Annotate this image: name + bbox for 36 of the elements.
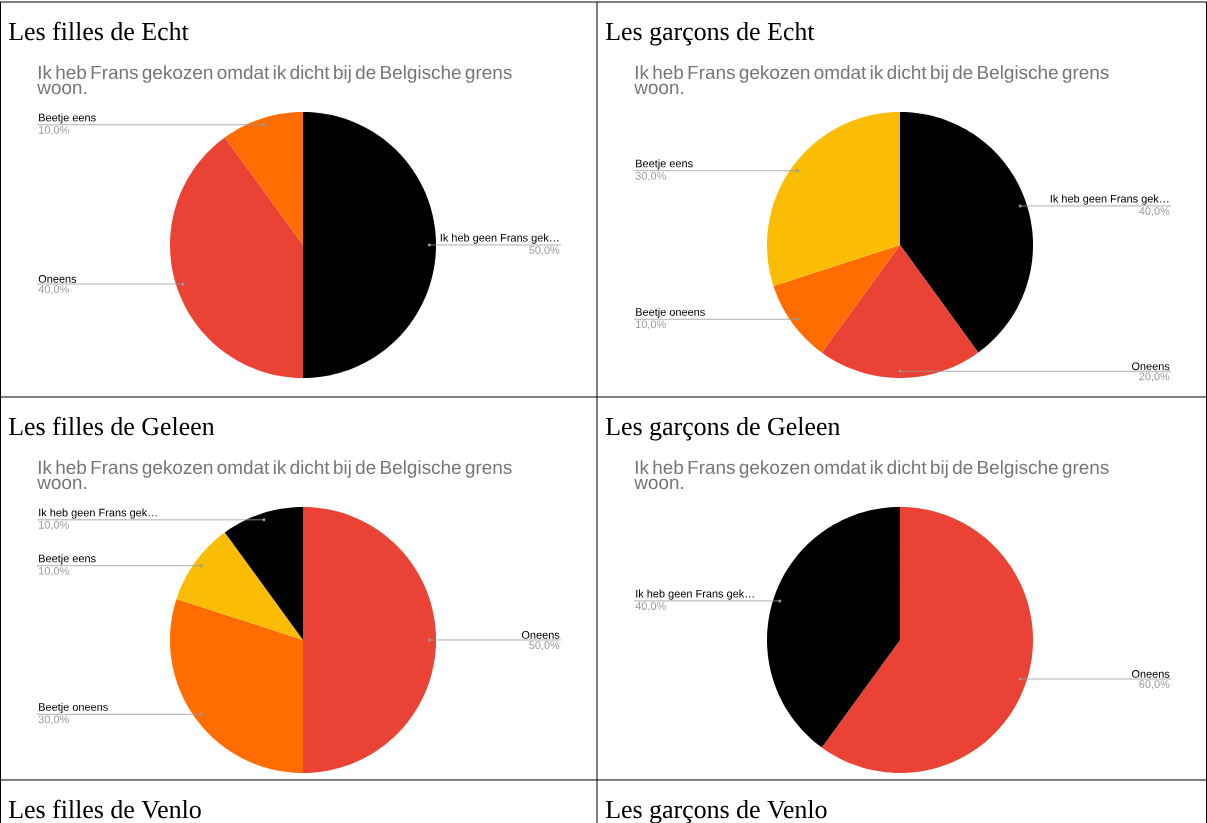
slice-label: Oneens	[1131, 670, 1170, 678]
slice-label: Oneens	[38, 275, 77, 283]
data-label: 50,0%	[529, 641, 560, 651]
chart-subtitle: Ik heb Frans gekozen omdat ik dicht bij de Belgische grens woon.	[37, 65, 512, 95]
slice-label: Beetje oneens	[39, 702, 108, 714]
data-label: 30,0%	[38, 715, 69, 725]
data-label: 30,0%	[635, 171, 666, 181]
slice-label: Beetje eens	[39, 554, 96, 565]
data-label: 40,0%	[38, 285, 69, 295]
text: Les filles de Venlo	[8, 799, 201, 819]
chart-title: Les garçons de Echt	[605, 22, 815, 46]
slice-label: Ik heb geen Frans gek…	[39, 508, 157, 519]
data-label: 10,0%	[39, 126, 69, 136]
chart-title: Les filles de Geleen	[8, 416, 215, 436]
slice-label: Ik heb geen Frans gek…	[636, 589, 754, 600]
data-label: 50,0%	[529, 246, 560, 256]
slice-label: Oneens	[521, 631, 560, 639]
chart-title: Les garçons de Geleen	[605, 417, 841, 441]
slice-label: Beetje eens	[39, 113, 96, 124]
chart-subtitle: Ik heb Frans gekozen omdat ik dicht bij de Belgische grens woon.	[634, 65, 1109, 95]
slice-label: Ik heb geen Frans gek…	[440, 233, 559, 244]
chart-title: Les filles de Echt	[8, 21, 189, 41]
slice-label: Beetje eens	[636, 159, 693, 170]
data-label: 40,0%	[635, 602, 666, 612]
chart-subtitle: Ik heb Frans gekozen omdat ik dicht bij de Belgische grens woon.	[37, 460, 512, 490]
data-label: 40,0%	[1139, 207, 1170, 217]
data-label: 10,0%	[636, 320, 666, 330]
slice-label: Beetje oneens	[636, 307, 705, 319]
data-label: 20,0%	[1139, 372, 1170, 382]
slice-label: Ik heb geen Frans gek…	[1050, 194, 1169, 205]
data-label: 10,0%	[39, 566, 69, 576]
chart-subtitle: Ik heb Frans gekozen omdat ik dicht bij de Belgische grens woon.	[634, 460, 1109, 490]
text: Les garçons de Venlo	[605, 800, 827, 823]
data-label: 60,0%	[1139, 680, 1170, 690]
data-label: 10,0%	[39, 521, 69, 531]
slice-label: Oneens	[1131, 362, 1170, 371]
